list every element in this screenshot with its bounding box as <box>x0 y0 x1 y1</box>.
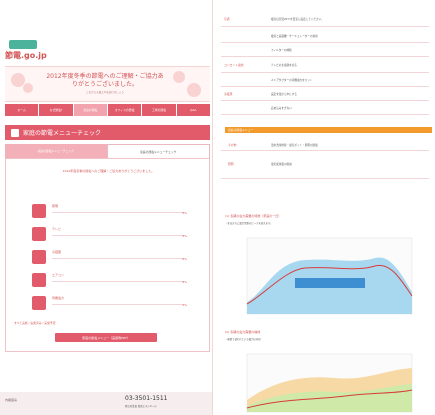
nav-item-active[interactable]: 家庭の節電 <box>73 104 107 116</box>
table-row: コンセント電化 テレビの主電源を切る <box>221 58 429 73</box>
nav-item[interactable]: Q&A <box>176 104 210 116</box>
table-row: 空調 暖房は室温20℃を目安に設定してください。 <box>221 12 429 27</box>
row-value: 暖房と扇風機・サーキュレーターの併用 <box>271 35 318 38</box>
table-row: ＡＣアダプターの待機電力をカット <box>221 74 429 87</box>
row-value: フィルターの掃除 <box>271 49 292 52</box>
hero-subtitle: これからも省エネを続けましょう <box>86 91 124 94</box>
footer-gov: 内閣官房 <box>5 398 18 402</box>
footer-note: 経済産業省 資源エネルギー庁 <box>125 405 157 408</box>
lamp-icon <box>32 204 46 218</box>
table-row: 照明 電気使用量の削減 <box>221 154 429 179</box>
check-row-standby[interactable]: 待機電力 1% <box>32 296 187 312</box>
chart2-note: ・家庭で使われている電力の内訳 <box>225 338 261 341</box>
aircon-icon <box>32 273 46 287</box>
row-value: 電気使用量の削減 <box>271 163 292 166</box>
footer-phone: 03-3501-1511 <box>125 395 168 402</box>
measure-table-2: その他 温水洗浄便座・電気ポット・照明の節電 照明 電気使用量の削減 <box>221 136 429 186</box>
composition-chart <box>246 353 413 413</box>
line-series <box>246 389 413 409</box>
row-percent: 4% <box>182 280 187 284</box>
footer: 内閣官房 03-3501-1511 経済産業省 資源エネルギー庁 <box>0 392 212 415</box>
divider <box>52 304 184 305</box>
divider <box>52 258 184 259</box>
measure-table: 空調 暖房は室温20℃を目安に設定してください。 暖房と扇風機・サーキュレーター… <box>221 0 429 118</box>
tab-menu-check-active[interactable]: 家庭の節電メニューチェック <box>106 144 210 158</box>
decor-dot <box>11 73 25 87</box>
row-value: テレビの主電源を切る <box>271 64 297 67</box>
check-row-aircon[interactable]: エアコン 4% <box>32 273 187 289</box>
row-percent: 5% <box>182 211 187 215</box>
table-row: 詰め込みすぎない <box>221 102 429 115</box>
row-label: 冷蔵庫 <box>52 250 62 254</box>
orange-bar: 家庭の節電メニュー <box>225 127 432 133</box>
row-key: 空調 <box>224 17 230 21</box>
fridge-icon <box>32 250 46 264</box>
row-label: エアコン <box>52 273 65 277</box>
decor-dot <box>23 83 33 93</box>
table-row: フィルターの掃除 <box>221 44 429 57</box>
chart1-note: ・冬は夕方に電力需要のピークを迎えます。 <box>225 222 273 225</box>
table-row: 暖房と扇風機・サーキュレーターの併用 <box>221 30 429 43</box>
row-percent: 1% <box>182 303 187 307</box>
row-value: 暖房は室温20℃を目安に設定してください。 <box>271 18 324 21</box>
row-value: 詰め込みすぎない <box>271 107 292 110</box>
row-key: その他 <box>228 143 237 147</box>
hero-banner: 2012年度冬季の節電へのご理解・ご協力ありがとうございました。 これからも省エ… <box>5 66 210 102</box>
line-series-total <box>246 264 413 305</box>
row-label: テレビ <box>52 227 62 231</box>
divider <box>52 235 184 236</box>
row-key: 冷蔵庫 <box>224 92 233 96</box>
row-label: 待機電力 <box>52 296 65 300</box>
logo-text: 節電.go.jp <box>5 51 47 60</box>
row-label: 照明 <box>52 204 59 208</box>
plug-icon <box>32 296 46 310</box>
pdf-button[interactable]: 家庭の節電メニュー（実施例PDF） <box>55 333 157 342</box>
row-value: ＡＣアダプターの待機電力をカット <box>271 79 313 82</box>
row-value: 温水洗浄便座・電気ポット・照明の節電 <box>271 144 318 147</box>
nav-item[interactable]: オフィスの節電 <box>107 104 142 116</box>
peak-band <box>295 278 365 288</box>
section-header: 家庭の節電メニューチェック <box>5 125 210 140</box>
decor-dot <box>173 71 185 83</box>
row-percent: 2% <box>182 234 187 238</box>
chart1-title: (1) 冬期の電力需要の特徴（家庭の一日） <box>225 214 282 218</box>
check-panel: 2012年度冬季の節電へのご理解・ご協力ありがとうございました。 照明 5% テ… <box>5 158 210 352</box>
table-row: その他 温水洗浄便座・電気ポット・照明の節電 <box>221 140 429 151</box>
left-page: 節電.go.jp 2012年度冬季の節電へのご理解・ご協力ありがとうございました… <box>0 0 212 415</box>
chart-area-1 <box>225 232 432 320</box>
row-percent: 2% <box>182 257 187 261</box>
check-row-tv[interactable]: テレビ 2% <box>32 227 187 243</box>
nav-item[interactable]: ホーム <box>5 104 39 116</box>
section-title: 家庭の節電メニューチェック <box>23 130 102 137</box>
tab-bar: 家庭の節電メニューチェック 家庭の節電メニューチェック <box>5 144 210 158</box>
table-row: 冷蔵庫 設定を強から中にする <box>221 88 429 101</box>
plug-icon <box>9 40 37 49</box>
row-key: 照明 <box>228 162 234 166</box>
check-row-lighting[interactable]: 照明 5% <box>32 204 187 220</box>
hero-title: 2012年度冬季の節電へのご理解・ご協力ありがとうございました。 <box>46 73 164 88</box>
demand-curve-chart <box>246 237 413 315</box>
chart2-title: (2) 冬期の電力需要の構成 <box>225 330 261 334</box>
site-logo[interactable]: 節電.go.jp <box>5 38 55 66</box>
panel-intro: 2012年度冬季の節電へのご理解・ご協力ありがとうございました。 <box>62 169 155 173</box>
right-page: 空調 暖房は室温20℃を目安に設定してください。 暖房と扇風機・サーキュレーター… <box>212 0 435 415</box>
house-icon <box>11 128 19 137</box>
divider <box>52 212 184 213</box>
tab-menu-check[interactable]: 家庭の節電メニューチェック <box>5 144 107 158</box>
row-value: 設定を強から中にする <box>271 93 297 96</box>
row-key: コンセント電化 <box>224 63 244 67</box>
global-nav: ホーム なぜ節電? 家庭の節電 オフィスの節電 工場の節電 Q&A <box>5 104 210 116</box>
tv-icon <box>32 227 46 241</box>
decor-dot <box>187 83 201 97</box>
check-row-fridge[interactable]: 冷蔵庫 2% <box>32 250 187 266</box>
nav-item[interactable]: なぜ節電? <box>39 104 73 116</box>
divider <box>52 281 184 282</box>
nav-item[interactable]: 工場の節電 <box>142 104 176 116</box>
chart-area-2 <box>225 350 432 414</box>
check-legend: すべて実施 / 実施済み / 実施予定 <box>14 321 56 325</box>
